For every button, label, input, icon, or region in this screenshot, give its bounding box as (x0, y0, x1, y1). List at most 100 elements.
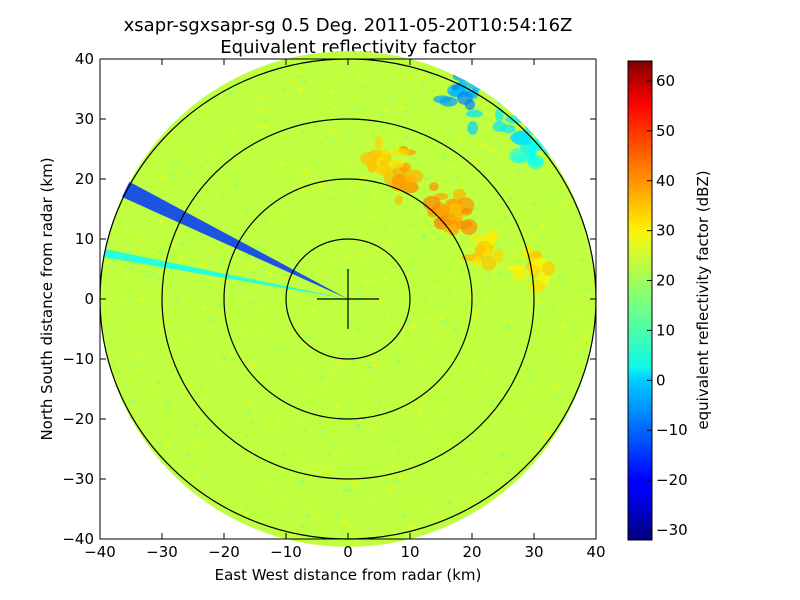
texture-cell (497, 472, 502, 476)
texture-cell (275, 513, 280, 517)
texture-cell (570, 310, 575, 314)
texture-cell (139, 421, 144, 425)
texture-cell (290, 78, 295, 82)
texture-cell (163, 397, 168, 401)
texture-cell (340, 532, 345, 536)
texture-cell (347, 488, 352, 492)
texture-cell (335, 166, 340, 170)
texture-cell (344, 255, 349, 259)
texture-cell (211, 317, 216, 321)
texture-cell (212, 287, 217, 291)
texture-cell (557, 339, 562, 343)
texture-cell (429, 282, 434, 286)
texture-cell (198, 165, 203, 169)
texture-cell (189, 325, 194, 329)
texture-cell (109, 294, 114, 298)
echo-blob (542, 261, 556, 276)
texture-cell (364, 188, 369, 192)
texture-cell (436, 162, 441, 166)
texture-cell (232, 290, 237, 294)
texture-cell (509, 323, 514, 327)
x-tick-label: −20 (208, 543, 240, 561)
texture-cell (566, 344, 571, 348)
texture-cell (305, 334, 310, 338)
texture-cell (469, 500, 474, 504)
texture-cell (137, 237, 142, 241)
texture-cell (156, 287, 161, 291)
texture-cell (378, 124, 383, 128)
texture-cell (252, 189, 257, 193)
texture-cell (351, 60, 356, 64)
texture-cell (278, 479, 283, 483)
texture-cell (299, 372, 304, 376)
texture-cell (513, 294, 518, 298)
texture-cell (344, 488, 349, 492)
texture-cell (399, 339, 404, 343)
texture-cell (293, 465, 298, 469)
echo-blob (501, 124, 516, 134)
texture-cell (166, 304, 171, 308)
texture-cell (261, 367, 266, 371)
texture-cell (510, 291, 515, 295)
texture-cell (107, 291, 112, 295)
colorbar-tick-label: 20 (656, 272, 675, 290)
texture-cell (263, 416, 268, 420)
texture-cell (395, 141, 400, 145)
texture-cell (352, 153, 357, 157)
texture-cell (298, 411, 303, 415)
texture-cell (408, 525, 413, 529)
texture-cell (554, 199, 559, 203)
beam-blockage-wedge (100, 246, 348, 299)
y-tick-label: −10 (62, 350, 94, 368)
texture-cell (527, 375, 532, 379)
texture-cell (346, 410, 351, 414)
texture-cell (524, 418, 529, 422)
texture-cell (191, 338, 196, 342)
texture-cell (388, 487, 393, 491)
texture-cell (500, 453, 505, 457)
texture-cell (441, 297, 446, 301)
texture-cell (333, 65, 338, 69)
texture-cell (155, 384, 160, 388)
texture-cell (443, 319, 448, 323)
texture-cell (290, 251, 295, 255)
y-axis-ticks: −40 −30 −20 −10 0 10 20 30 40 (62, 50, 596, 548)
texture-cell (298, 70, 303, 74)
texture-cell (201, 264, 206, 268)
echo-blob (382, 154, 392, 163)
texture-cell (452, 507, 457, 511)
texture-cell (421, 111, 426, 115)
texture-cell (434, 443, 439, 447)
texture-cell (411, 258, 416, 262)
texture-cell (452, 144, 457, 148)
texture-cell (261, 267, 266, 271)
texture-cell (285, 208, 290, 212)
texture-cell (211, 176, 216, 180)
texture-cell (383, 271, 388, 275)
texture-cell (158, 220, 163, 224)
texture-cell (352, 359, 357, 363)
texture-cell (378, 470, 383, 474)
texture-cell (230, 475, 235, 479)
texture-cell (309, 432, 314, 436)
texture-cell (438, 411, 443, 415)
colorbar-tick-label: 10 (656, 321, 675, 339)
texture-cell (471, 418, 476, 422)
texture-cell (558, 275, 563, 279)
texture-cell (537, 183, 542, 187)
texture-cell (354, 106, 359, 110)
texture-cell (356, 253, 361, 257)
texture-cell (124, 274, 129, 278)
texture-cell (499, 218, 504, 222)
texture-cell (493, 456, 498, 460)
texture-cell (120, 324, 125, 328)
texture-cell (160, 157, 165, 161)
texture-cell (259, 270, 264, 274)
y-tick-label: 20 (75, 170, 94, 188)
texture-cell (301, 501, 306, 505)
texture-cell (396, 360, 401, 364)
texture-cell (377, 61, 382, 65)
texture-cell (290, 206, 295, 210)
texture-cell (311, 309, 316, 313)
